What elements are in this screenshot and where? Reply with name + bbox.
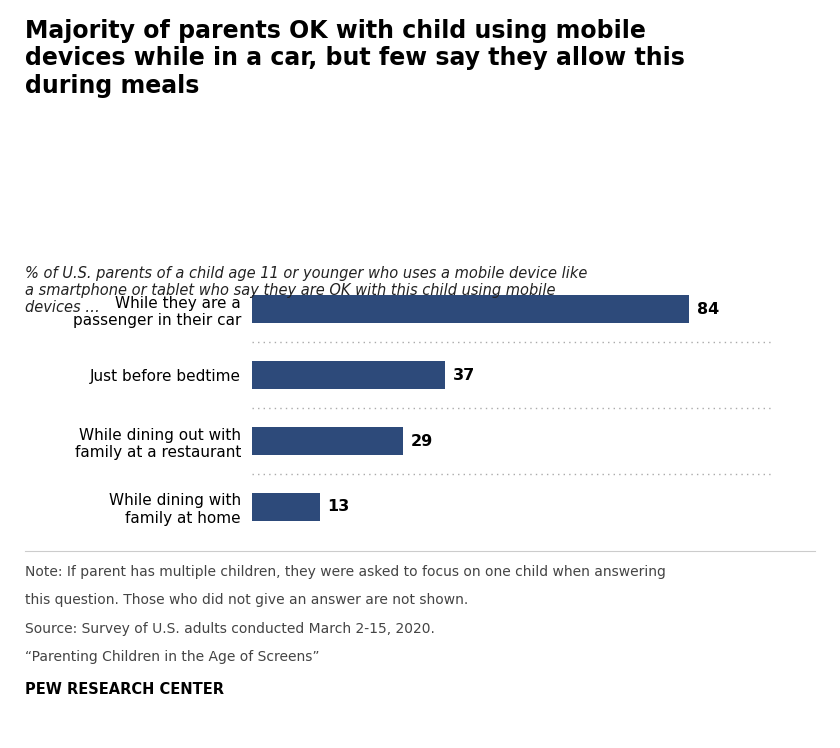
Bar <box>252 295 690 323</box>
Text: 13: 13 <box>328 500 349 515</box>
Bar <box>252 361 444 389</box>
Bar <box>252 493 320 521</box>
Text: 29: 29 <box>411 434 433 449</box>
Bar <box>252 427 403 455</box>
Text: Majority of parents OK with child using mobile
devices while in a car, but few s: Majority of parents OK with child using … <box>25 19 685 98</box>
Text: “Parenting Children in the Age of Screens”: “Parenting Children in the Age of Screen… <box>25 650 320 664</box>
Text: PEW RESEARCH CENTER: PEW RESEARCH CENTER <box>25 682 224 697</box>
Text: Note: If parent has multiple children, they were asked to focus on one child whe: Note: If parent has multiple children, t… <box>25 565 666 579</box>
Text: 37: 37 <box>453 368 475 383</box>
Text: % of U.S. parents of a child age 11 or younger who uses a mobile device like
a s: % of U.S. parents of a child age 11 or y… <box>25 266 587 316</box>
Text: 84: 84 <box>697 301 720 316</box>
Text: Source: Survey of U.S. adults conducted March 2-15, 2020.: Source: Survey of U.S. adults conducted … <box>25 622 435 636</box>
Text: this question. Those who did not give an answer are not shown.: this question. Those who did not give an… <box>25 593 469 607</box>
